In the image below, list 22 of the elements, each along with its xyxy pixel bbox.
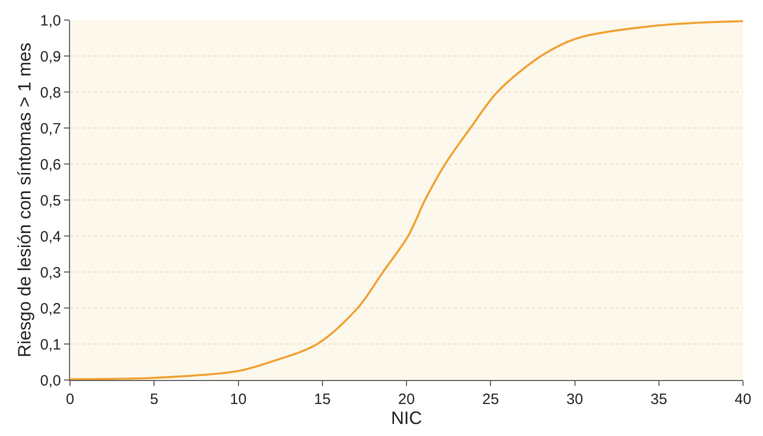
x-tick-label: 25 <box>482 391 499 408</box>
y-tick-label: 0,2 <box>40 300 61 318</box>
x-tick-label: 20 <box>398 391 415 408</box>
y-tick-label: 0,1 <box>40 336 61 354</box>
y-tick-label: 0,7 <box>40 120 61 138</box>
y-tick-label: 0,5 <box>40 192 61 210</box>
y-tick-label: 0,3 <box>40 264 61 282</box>
x-axis-title: NIC <box>391 408 422 428</box>
x-tick-label: 15 <box>314 391 331 408</box>
y-tick-label: 0,6 <box>40 156 61 174</box>
x-tick-label: 35 <box>650 391 668 408</box>
y-tick-label: 0,4 <box>40 228 61 246</box>
x-tick-label: 10 <box>230 391 247 408</box>
x-tick-label: 40 <box>734 391 752 408</box>
y-tick-label: 0,8 <box>40 84 61 102</box>
y-tick-label: 0,0 <box>40 372 61 390</box>
x-tick-label: 5 <box>150 391 158 408</box>
y-axis-title: Riesgo de lesión con síntomas > 1 mes <box>14 42 34 358</box>
x-tick-label: 0 <box>66 391 74 408</box>
x-tick-label: 30 <box>566 391 584 408</box>
y-tick-label: 1,0 <box>40 12 61 30</box>
y-tick-label: 0,9 <box>40 48 61 66</box>
